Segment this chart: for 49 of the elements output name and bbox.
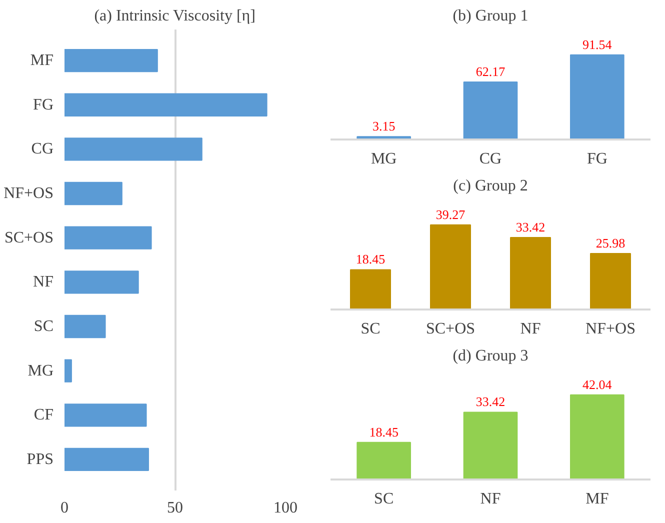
data-label: 18.45 [369, 424, 398, 440]
bar [64, 314, 106, 338]
y-tick-label: MF [30, 52, 54, 70]
bar [510, 236, 551, 310]
y-tick-label: MG [28, 362, 54, 380]
bar [64, 270, 139, 294]
bar [350, 269, 391, 310]
x-tick-label: CG [479, 150, 502, 168]
x-tick-label: NF [480, 490, 501, 508]
data-label: 3.15 [372, 118, 396, 134]
data-label: 39.27 [436, 206, 466, 222]
x-tick-label: NF+OS [586, 320, 636, 338]
bar [64, 404, 147, 427]
y-tick-label: NF [33, 274, 54, 291]
data-label: 62.17 [476, 64, 506, 80]
data-label: 25.98 [596, 236, 626, 251]
y-tick-label: PPS [26, 450, 54, 468]
x-tick-label: 0 [60, 500, 68, 516]
data-label: 18.45 [356, 252, 386, 267]
x-tick-label: SC [360, 320, 380, 338]
data-label: 91.54 [582, 36, 612, 52]
bar [64, 448, 149, 472]
data-label: 42.04 [582, 376, 612, 392]
bar [590, 253, 631, 310]
bar [64, 138, 202, 161]
bar [64, 226, 152, 250]
x-tick-label: SC+OS [426, 320, 476, 338]
y-tick-label: SC+OS [4, 229, 54, 246]
x-tick-label: FG [586, 150, 608, 168]
chart-title: (a) Intrinsic Viscosity [η] [94, 8, 256, 24]
y-tick-label: NF+OS [4, 185, 54, 202]
chart-title: (d) Group 3 [452, 348, 528, 364]
chart-title: (b) Group 1 [452, 8, 528, 24]
chart-title: (c) Group 2 [453, 178, 528, 194]
bar [430, 224, 471, 310]
x-tick-label: MG [370, 150, 398, 168]
x-tick-label: 50 [167, 500, 183, 516]
data-label: 33.42 [476, 394, 506, 410]
bar [64, 48, 158, 72]
y-tick-label: FG [33, 96, 54, 114]
x-tick-label: SC [374, 490, 394, 508]
bar [64, 182, 122, 206]
bar [64, 359, 72, 382]
bar [64, 93, 268, 116]
y-tick-label: CF [34, 406, 54, 424]
x-tick-label: MF [586, 490, 609, 508]
x-tick-label: NF [520, 320, 541, 338]
x-tick-label: 100 [274, 500, 298, 516]
data-label: 33.42 [516, 219, 546, 234]
